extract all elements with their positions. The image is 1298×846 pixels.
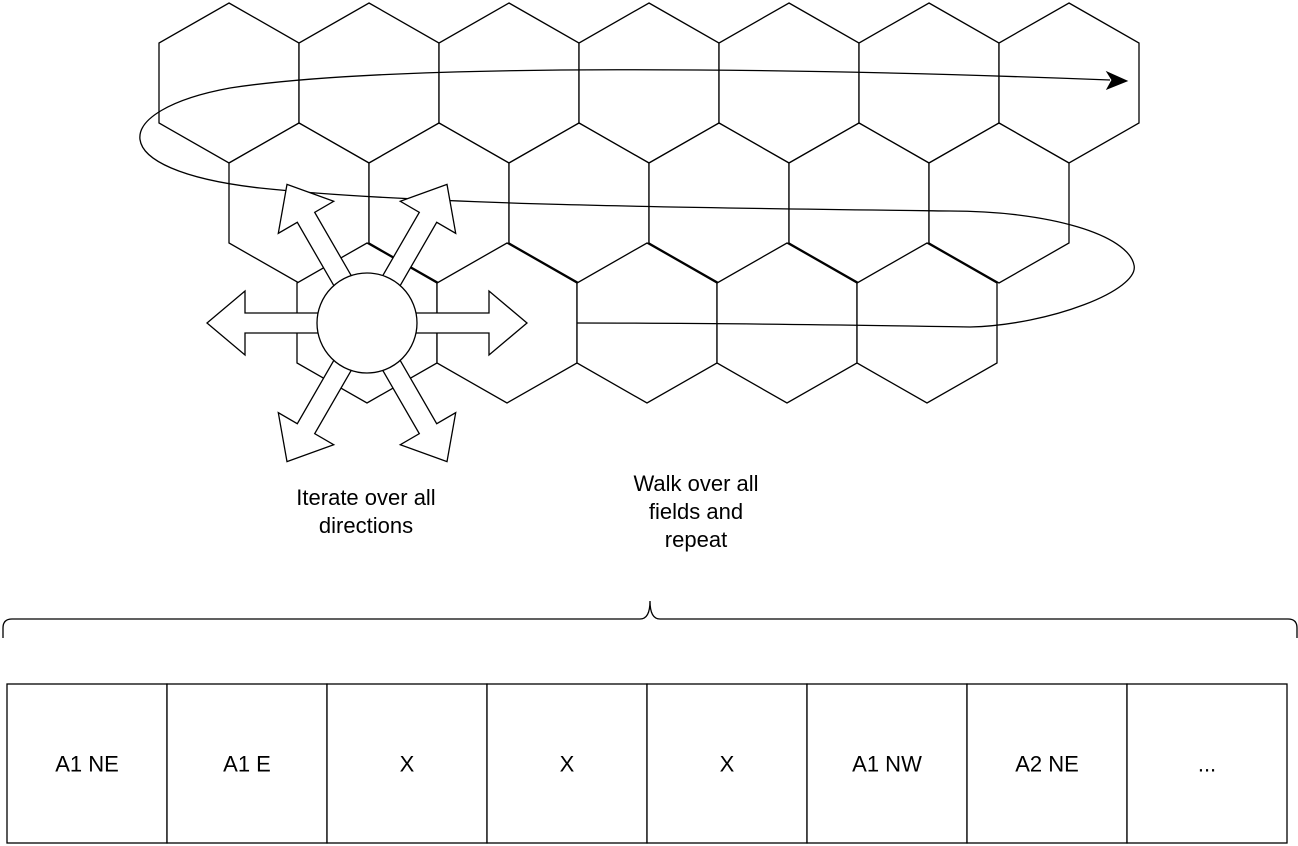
walk-caption: Walk over all fields and repeat xyxy=(633,471,759,552)
sequence-cell-label: X xyxy=(560,752,575,777)
sequence-cell: A1 NE xyxy=(6,683,168,844)
sequence-cell-box xyxy=(166,683,328,844)
sequence-brace xyxy=(2,600,1298,638)
sequence-cell-label: X xyxy=(400,752,415,777)
sequence-cell: ... xyxy=(1126,683,1288,844)
sequence-cell: A1 E xyxy=(166,683,328,844)
sequence-cell: X xyxy=(646,683,808,844)
direction-arrow-north-west xyxy=(277,183,358,296)
sequence-cell-box xyxy=(646,683,808,844)
sequence-cell-box xyxy=(486,683,648,844)
sequence-cell: A1 NW xyxy=(806,683,968,844)
sequence-cell: X xyxy=(486,683,648,844)
walk-arrowhead xyxy=(1105,70,1129,90)
direction-arrow-north-east xyxy=(376,183,457,296)
sequence-cell-label: X xyxy=(720,752,735,777)
sequence-cell-label: A1 E xyxy=(223,752,271,777)
sequence-cell-box xyxy=(806,683,968,844)
direction-arrow-south-west xyxy=(277,350,358,463)
direction-arrow-west xyxy=(205,289,330,357)
sequence-cell-box xyxy=(966,683,1128,844)
direction-arrow-south-east xyxy=(376,350,457,463)
sequence-cell-box xyxy=(326,683,488,844)
hex-field xyxy=(928,122,1070,284)
sequence-cell: X xyxy=(326,683,488,844)
walk-path-arrow xyxy=(139,69,1135,328)
sequence-cell-label: A1 NE xyxy=(55,752,119,777)
direction-arrows xyxy=(205,183,529,463)
sequence-cell-box xyxy=(6,683,168,844)
sequence-cells: A1 NE A1 E X X X A1 NW A2 NE... xyxy=(6,683,1288,844)
direction-arrow-east xyxy=(404,289,529,357)
sequence-cell-label: ... xyxy=(1198,752,1216,777)
sequence-cell-label: A2 NE xyxy=(1015,752,1079,777)
hex-field xyxy=(856,242,998,404)
sequence-cell-label: A1 NW xyxy=(852,752,922,777)
iterate-caption: Iterate over all directions xyxy=(296,485,436,538)
center-field-circle xyxy=(316,272,418,374)
hex-grid xyxy=(158,2,1140,404)
sequence-cell-box xyxy=(1126,683,1288,844)
sequence-cell: A2 NE xyxy=(966,683,1128,844)
